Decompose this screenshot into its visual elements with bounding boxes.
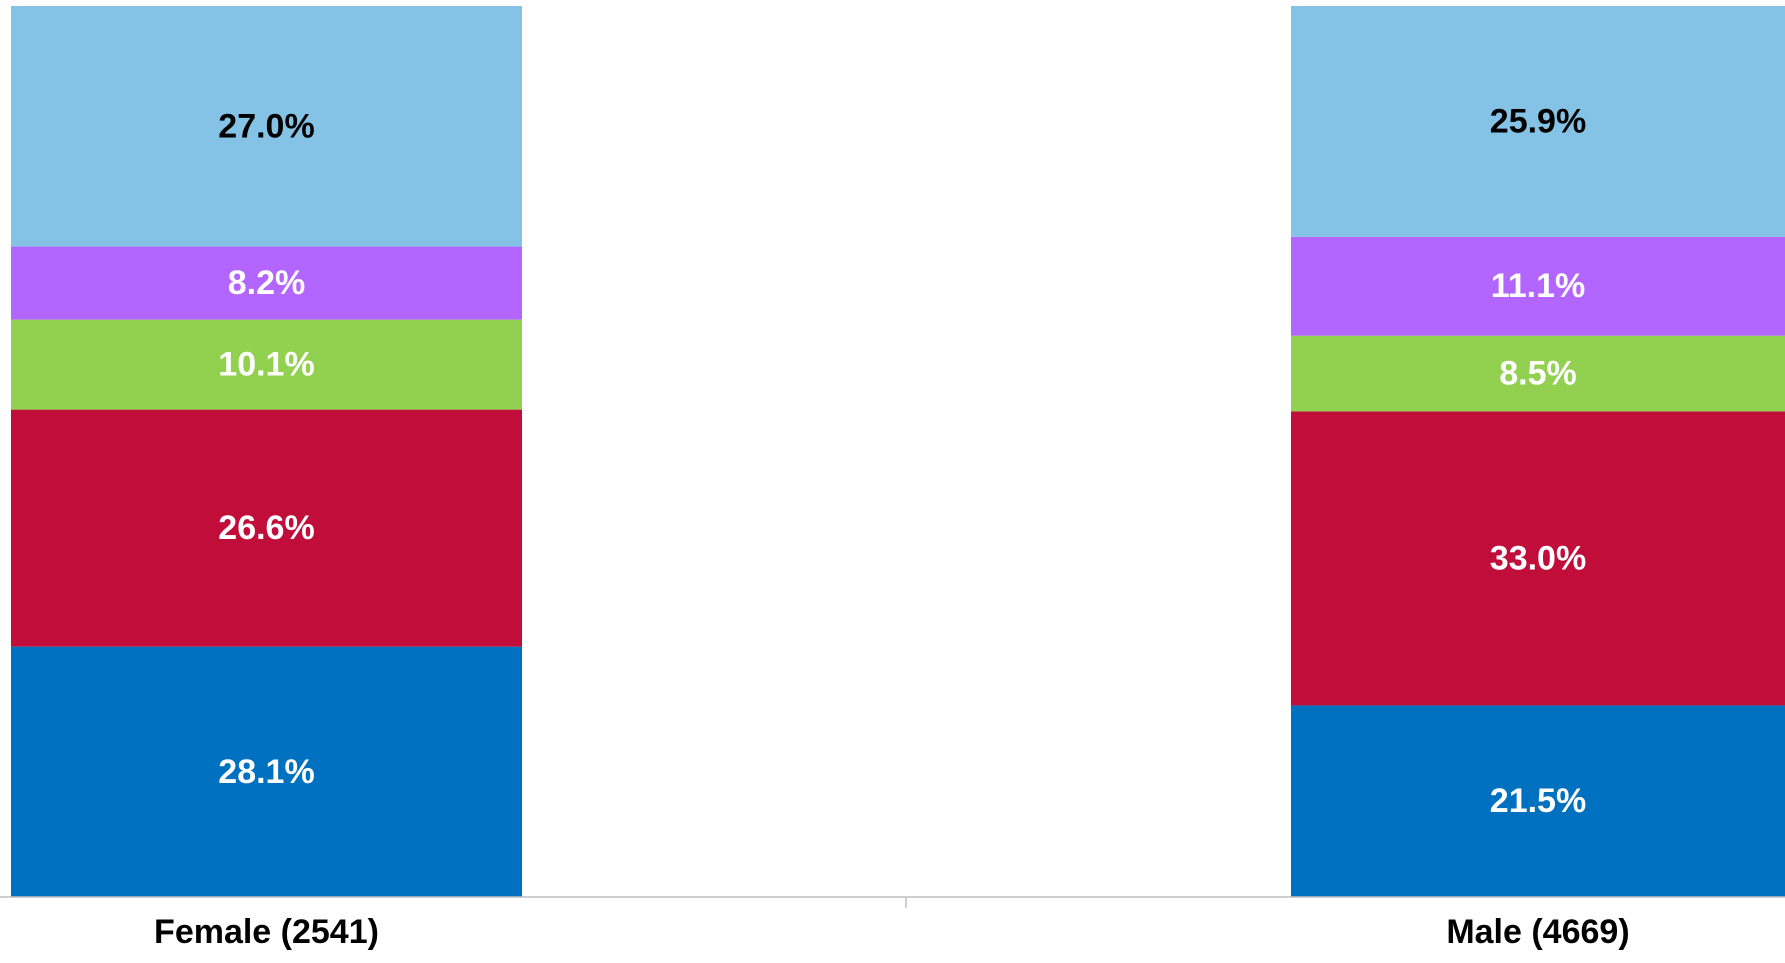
category-label-0: Female (2541)	[154, 913, 379, 951]
bar-segment-1-0	[1291, 705, 1785, 897]
data-label-0-3: 8.2%	[228, 264, 306, 302]
bar-segment-0-3	[11, 246, 522, 320]
data-label-0-0: 28.1%	[218, 753, 314, 791]
bar-segment-0-2	[11, 319, 522, 410]
data-label-1-1: 33.0%	[1490, 539, 1586, 577]
data-label-1-2: 8.5%	[1499, 355, 1577, 393]
category-label-1: Male (4669)	[1446, 913, 1629, 951]
labels-group: 28.1% 26.6% 10.1% 8.2% 27.0% Female (2541) 21.…	[154, 102, 1630, 951]
bar-segment-0-0	[11, 646, 522, 897]
data-label-1-4: 25.9%	[1490, 102, 1586, 140]
data-label-0-1: 26.6%	[218, 509, 314, 547]
bar-segment-0-4	[11, 6, 522, 247]
bars-group	[11, 6, 1785, 897]
data-label-1-3: 11.1%	[1491, 267, 1586, 305]
bar-segment-1-4	[1291, 6, 1785, 237]
data-label-0-4: 27.0%	[218, 107, 314, 145]
bar-segment-1-3	[1291, 236, 1785, 336]
bar-segment-0-1	[11, 409, 522, 647]
data-label-0-2: 10.1%	[218, 346, 314, 384]
bar-segment-1-1	[1291, 411, 1785, 706]
data-label-1-0: 21.5%	[1490, 782, 1586, 820]
bar-segment-1-2	[1291, 335, 1785, 412]
